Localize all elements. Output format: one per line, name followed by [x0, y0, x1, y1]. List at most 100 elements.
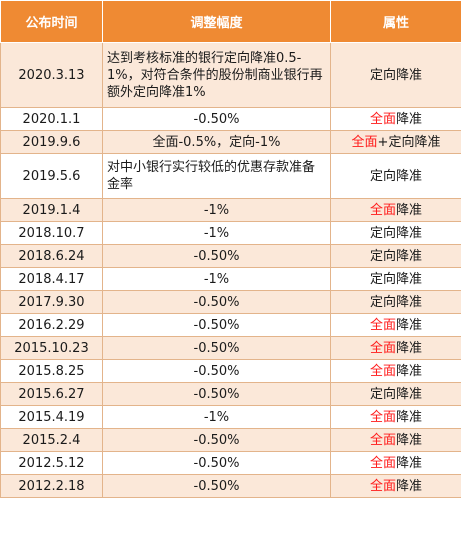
- adjust-cell: -0.50%: [102, 313, 331, 337]
- table-row: 2018.4.17 -1% 定向降准: [0, 267, 461, 291]
- type-label: 定向降准: [369, 225, 422, 241]
- type-label: +定向降准: [377, 134, 441, 150]
- type-cell: 全面+定向降准: [330, 130, 461, 154]
- table-body: 2020.3.13 达到考核标准的银行定向降准0.5-1%，对符合条件的股份制商业…: [0, 42, 461, 498]
- date-cell: 2012.2.18: [0, 474, 103, 498]
- adjust-cell: -1%: [102, 267, 331, 291]
- table-row: 2019.9.6 全面-0.5%，定向-1% 全面+定向降准: [0, 130, 461, 154]
- type-label: 降准: [396, 317, 423, 333]
- date-cell: 2017.9.30: [0, 290, 103, 314]
- type-cell: 定向降准: [330, 382, 461, 406]
- adjust-cell: -0.50%: [102, 336, 331, 360]
- type-label: 降准: [396, 478, 423, 494]
- table-row: 2015.6.27 -0.50% 定向降准: [0, 382, 461, 406]
- rrr-cut-table: 公布时间 调整幅度 属性 2020.3.13 达到考核标准的银行定向降准0.5-1…: [0, 0, 461, 498]
- table-row: 2019.1.4 -1% 全面降准: [0, 198, 461, 222]
- adjust-cell: -0.50%: [102, 474, 331, 498]
- adjust-cell: -0.50%: [102, 244, 331, 268]
- table-row: 2015.2.4 -0.50% 全面降准: [0, 428, 461, 452]
- table-row: 2017.9.30 -0.50% 定向降准: [0, 290, 461, 314]
- type-cell: 定向降准: [330, 153, 461, 199]
- date-cell: 2015.10.23: [0, 336, 103, 360]
- type-cell: 定向降准: [330, 42, 461, 108]
- date-cell: 2015.4.19: [0, 405, 103, 429]
- type-label: 降准: [396, 202, 423, 218]
- type-highlight: 全面: [369, 455, 396, 471]
- adjust-cell: -0.50%: [102, 107, 331, 131]
- table-row: 2018.10.7 -1% 定向降准: [0, 221, 461, 245]
- type-highlight: 全面: [369, 340, 396, 356]
- date-cell: 2015.2.4: [0, 428, 103, 452]
- type-label: 定向降准: [369, 168, 422, 184]
- date-cell: 2018.10.7: [0, 221, 103, 245]
- type-highlight: 全面: [369, 409, 396, 425]
- date-cell: 2019.9.6: [0, 130, 103, 154]
- table-row: 2012.5.12 -0.50% 全面降准: [0, 451, 461, 475]
- date-cell: 2016.2.29: [0, 313, 103, 337]
- adjust-cell: -0.50%: [102, 382, 331, 406]
- type-cell: 定向降准: [330, 244, 461, 268]
- table-row: 2018.6.24 -0.50% 定向降准: [0, 244, 461, 268]
- type-label: 定向降准: [369, 67, 422, 83]
- header-type: 属性: [330, 0, 461, 43]
- type-label: 降准: [396, 111, 423, 127]
- date-cell: 2020.1.1: [0, 107, 103, 131]
- header-date: 公布时间: [0, 0, 103, 43]
- type-highlight: 全面: [369, 478, 396, 494]
- type-cell: 全面降准: [330, 336, 461, 360]
- type-label: 降准: [396, 409, 423, 425]
- table-row: 2019.5.6 对中小银行实行较低的优惠存款准备金率 定向降准: [0, 153, 461, 199]
- type-highlight: 全面: [351, 134, 378, 150]
- table-header-row: 公布时间 调整幅度 属性: [0, 0, 461, 43]
- type-cell: 全面降准: [330, 405, 461, 429]
- type-cell: 全面降准: [330, 198, 461, 222]
- adjust-cell: -0.50%: [102, 290, 331, 314]
- type-highlight: 全面: [369, 317, 396, 333]
- table-row: 2016.2.29 -0.50% 全面降准: [0, 313, 461, 337]
- type-cell: 全面降准: [330, 107, 461, 131]
- date-cell: 2019.5.6: [0, 153, 103, 199]
- type-highlight: 全面: [369, 111, 396, 127]
- type-highlight: 全面: [369, 363, 396, 379]
- type-cell: 定向降准: [330, 267, 461, 291]
- date-cell: 2012.5.12: [0, 451, 103, 475]
- type-cell: 全面降准: [330, 474, 461, 498]
- type-highlight: 全面: [369, 202, 396, 218]
- type-label: 降准: [396, 432, 423, 448]
- type-label: 降准: [396, 455, 423, 471]
- type-cell: 定向降准: [330, 221, 461, 245]
- type-cell: 全面降准: [330, 428, 461, 452]
- type-cell: 定向降准: [330, 290, 461, 314]
- adjust-cell: -1%: [102, 405, 331, 429]
- type-cell: 全面降准: [330, 359, 461, 383]
- adjust-cell: -1%: [102, 198, 331, 222]
- table-row: 2015.10.23 -0.50% 全面降准: [0, 336, 461, 360]
- type-cell: 全面降准: [330, 451, 461, 475]
- table-row: 2020.3.13 达到考核标准的银行定向降准0.5-1%，对符合条件的股份制商业…: [0, 42, 461, 108]
- adjust-cell: -0.50%: [102, 451, 331, 475]
- adjust-cell: 对中小银行实行较低的优惠存款准备金率: [102, 153, 331, 199]
- adjust-cell: -0.50%: [102, 359, 331, 383]
- adjust-cell: -0.50%: [102, 428, 331, 452]
- type-label: 定向降准: [369, 248, 422, 264]
- table-row: 2015.4.19 -1% 全面降准: [0, 405, 461, 429]
- type-label: 降准: [396, 363, 423, 379]
- date-cell: 2015.6.27: [0, 382, 103, 406]
- date-cell: 2020.3.13: [0, 42, 103, 108]
- adjust-cell: 达到考核标准的银行定向降准0.5-1%，对符合条件的股份制商业银行再额外定向降准…: [102, 42, 331, 108]
- adjust-cell: -1%: [102, 221, 331, 245]
- date-cell: 2018.4.17: [0, 267, 103, 291]
- date-cell: 2018.6.24: [0, 244, 103, 268]
- type-label: 降准: [396, 340, 423, 356]
- type-label: 定向降准: [369, 294, 422, 310]
- table-row: 2020.1.1 -0.50% 全面降准: [0, 107, 461, 131]
- adjust-cell: 全面-0.5%，定向-1%: [102, 130, 331, 154]
- type-label: 定向降准: [369, 271, 422, 287]
- type-label: 定向降准: [369, 386, 422, 402]
- type-cell: 全面降准: [330, 313, 461, 337]
- date-cell: 2019.1.4: [0, 198, 103, 222]
- type-highlight: 全面: [369, 432, 396, 448]
- date-cell: 2015.8.25: [0, 359, 103, 383]
- table-row: 2015.8.25 -0.50% 全面降准: [0, 359, 461, 383]
- table-row: 2012.2.18 -0.50% 全面降准: [0, 474, 461, 498]
